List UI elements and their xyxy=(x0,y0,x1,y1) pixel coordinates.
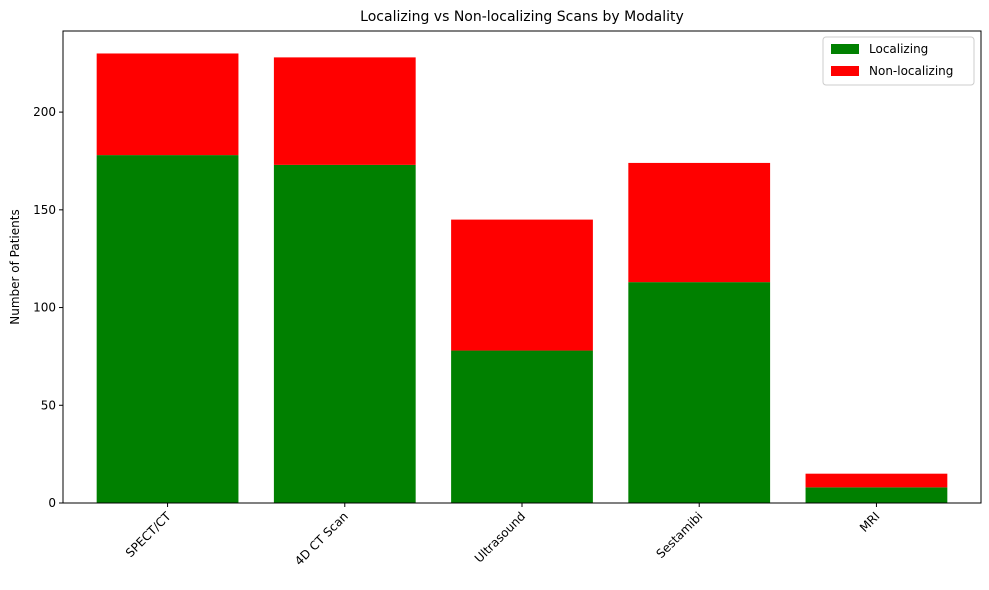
legend-frame xyxy=(822,36,975,86)
bar-localizing-3 xyxy=(628,282,771,503)
legend-label: Localizing xyxy=(869,42,928,56)
chart-title: Localizing vs Non-localizing Scans by Mo… xyxy=(360,9,684,25)
bar-non-localizing-2 xyxy=(451,219,593,351)
y-tick-label: 50 xyxy=(41,398,56,412)
bar-localizing-4 xyxy=(805,487,948,503)
x-tick-label: Sestamibi xyxy=(654,509,706,561)
bar-non-localizing-4 xyxy=(805,473,948,488)
bar-non-localizing-0 xyxy=(96,53,239,156)
legend-swatch xyxy=(831,66,859,76)
x-tick-label: 4D CT Scan xyxy=(292,509,351,568)
y-axis: 0 50 100 150 200 xyxy=(33,105,63,510)
legend: Localizing Non-localizing xyxy=(822,36,975,86)
bar-non-localizing-3 xyxy=(628,162,771,283)
legend-swatch xyxy=(831,44,859,54)
x-tick-label: SPECT/CT xyxy=(123,509,174,560)
bar-localizing-1 xyxy=(273,164,416,503)
y-tick-label: 0 xyxy=(48,496,56,510)
bar-localizing-0 xyxy=(96,155,239,503)
y-tick-label: 150 xyxy=(33,203,56,217)
bar-non-localizing-1 xyxy=(273,57,416,165)
y-tick-label: 100 xyxy=(33,301,56,315)
x-tick-label: Ultrasound xyxy=(472,509,528,565)
y-axis-label: Number of Patients xyxy=(8,209,22,324)
x-tick-label: MRI xyxy=(857,509,883,535)
bar-localizing-2 xyxy=(451,350,593,503)
legend-label: Non-localizing xyxy=(869,64,953,78)
y-tick-label: 200 xyxy=(33,105,56,119)
x-axis: SPECT/CT 4D CT Scan Ultrasound Sestamibi MRI xyxy=(123,503,883,568)
bars xyxy=(96,53,948,503)
